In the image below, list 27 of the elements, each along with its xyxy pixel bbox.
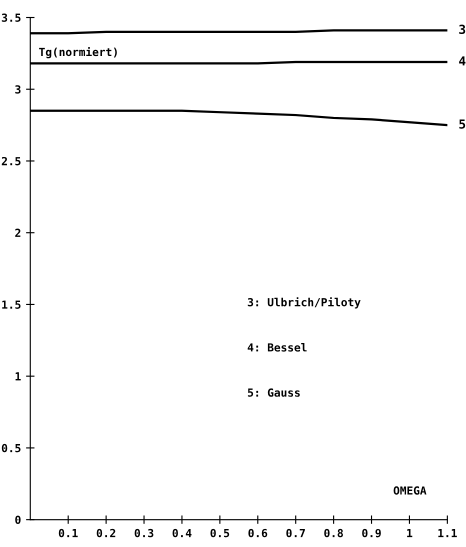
series-label: 5: [459, 119, 466, 129]
x-tick-label: 1: [407, 529, 412, 538]
x-tick-label: 0.2: [96, 528, 116, 538]
y-tick-label: 2: [15, 228, 20, 237]
y-tick-label: 2.5: [2, 156, 21, 166]
y-tick-label: 3: [15, 85, 21, 94]
annotation: 5: Gauss: [248, 388, 300, 397]
annotation: 3: Ulbrich/Piloty: [248, 297, 361, 309]
x-tick-label: 0.1: [58, 528, 78, 538]
x-tick-label: 0.7: [286, 528, 305, 538]
x-tick-label: 0.9: [362, 528, 381, 538]
x-tick-label: 0.5: [210, 528, 230, 538]
x-tick-label: 0.4: [172, 528, 192, 538]
series-label: 4: [459, 56, 466, 66]
x-tick-label: 0.8: [324, 528, 343, 538]
x-tick-label: 0.3: [134, 528, 154, 538]
y-tick-label: 0: [15, 516, 21, 524]
annotation: 4: Bessel: [248, 342, 307, 352]
y-tick-label: 1: [16, 372, 21, 380]
x-tick-label: 1.1: [438, 529, 457, 538]
y-tick-label: 3.5: [2, 13, 21, 22]
x-axis-title: OMEGA: [394, 486, 426, 495]
y-tick-label: 0.5: [2, 444, 21, 452]
x-tick-label: 0.6: [248, 528, 268, 538]
series-label: 3: [459, 24, 466, 34]
y-axis-title: Tg(normiert): [39, 46, 117, 58]
y-tick-label: 1.5: [2, 300, 21, 309]
